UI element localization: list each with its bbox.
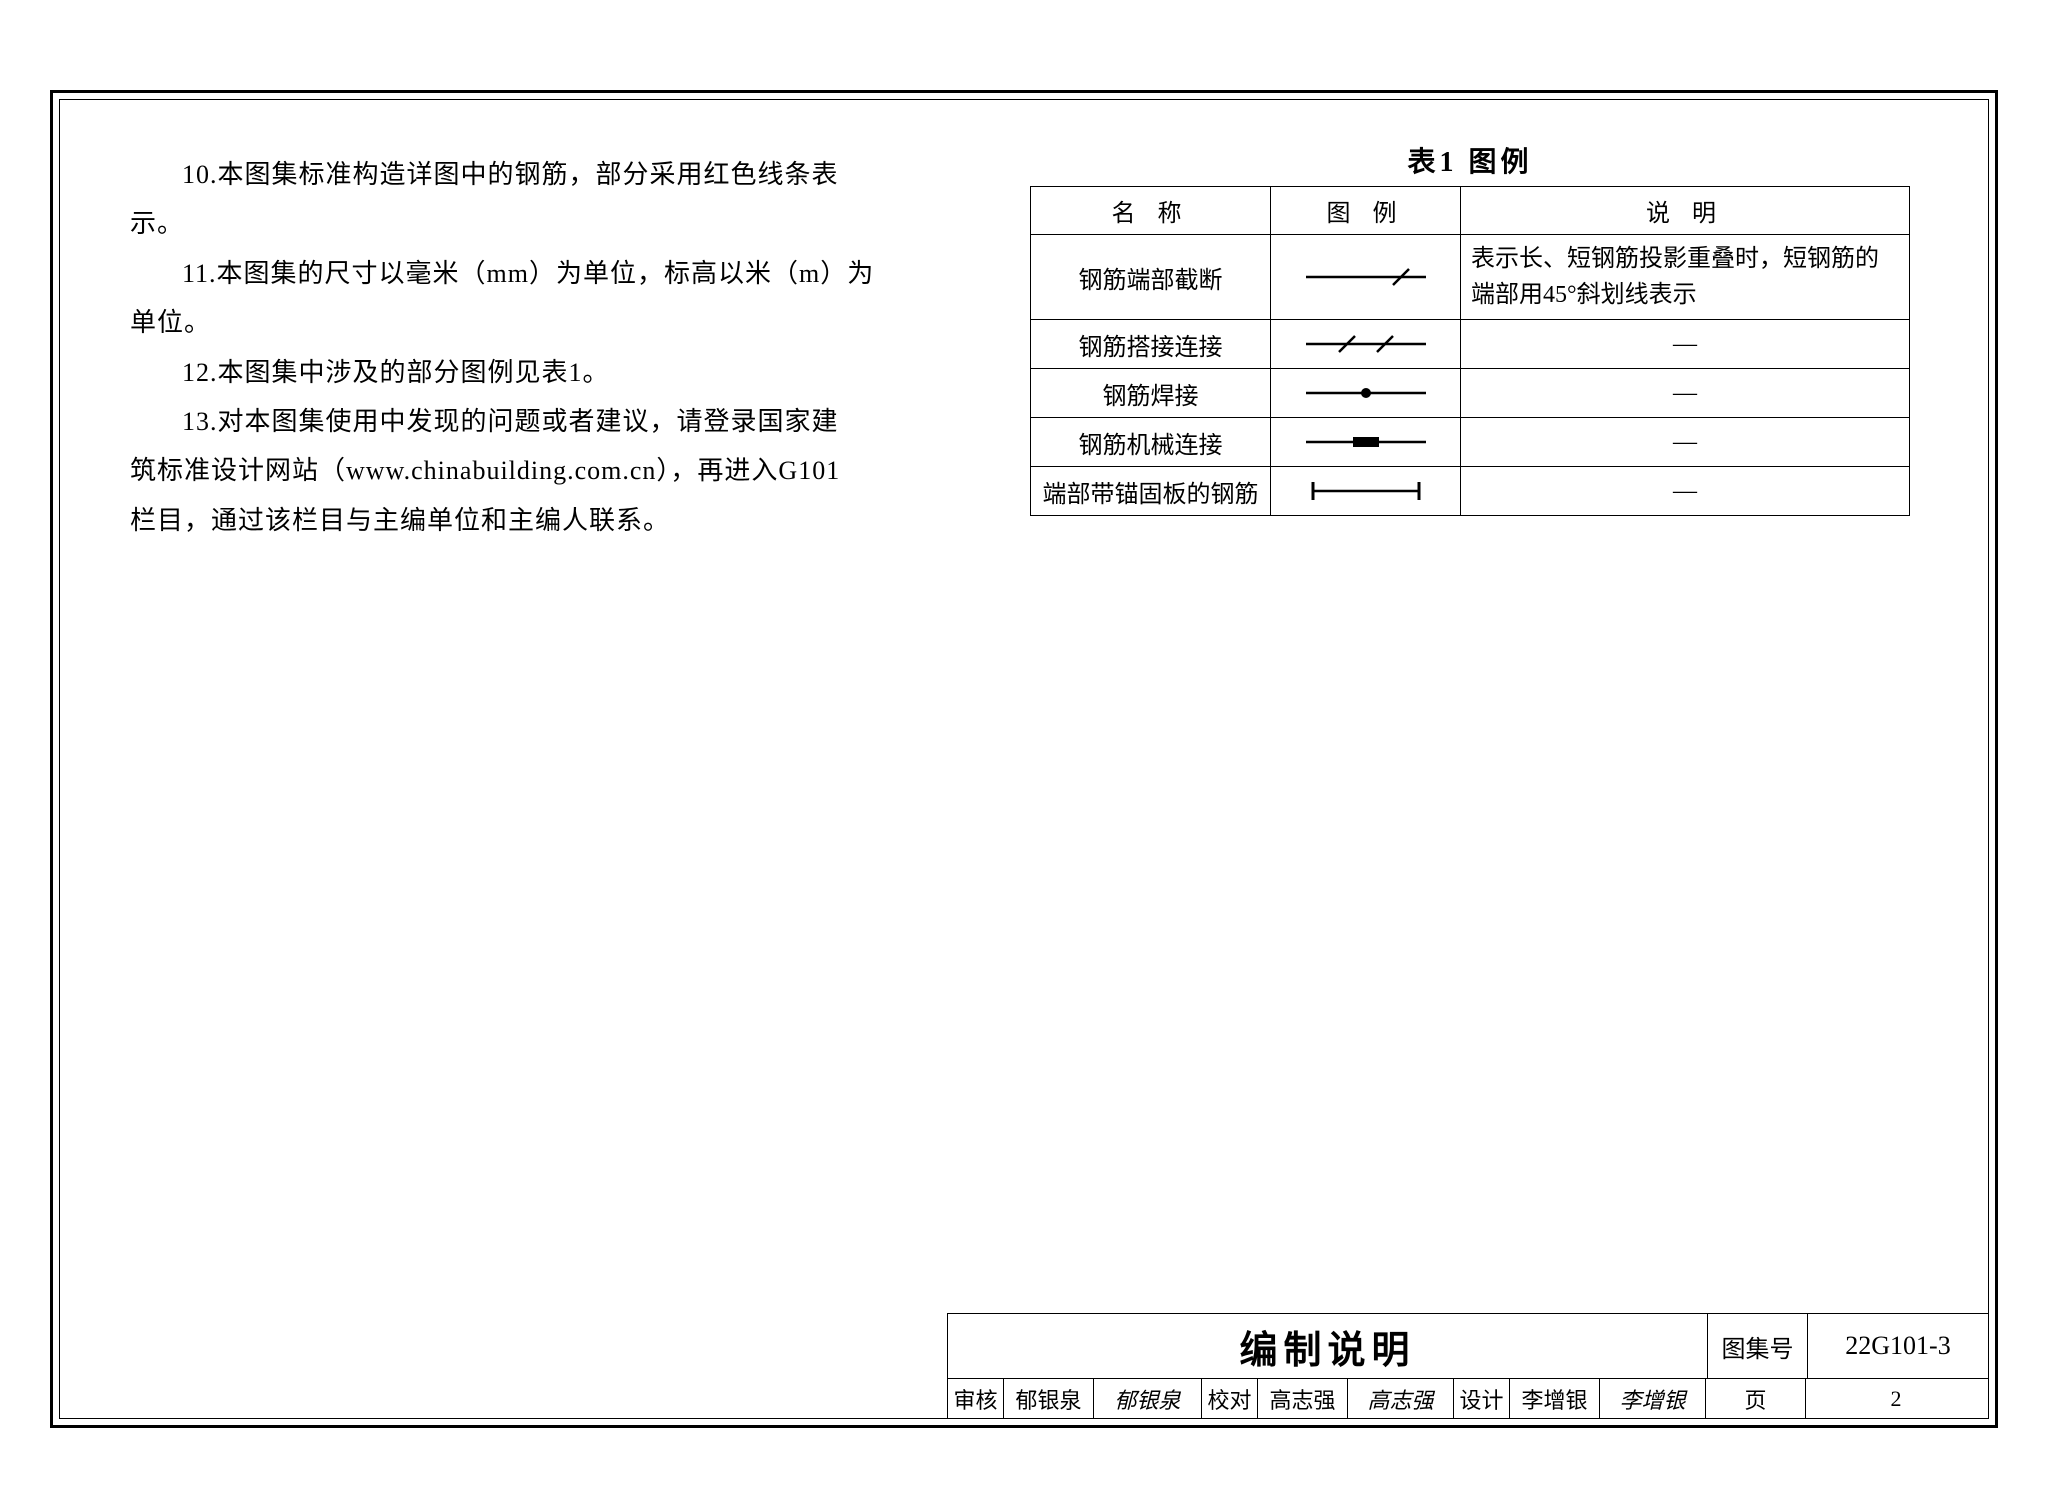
note-10-line1: 10.本图集标准构造详图中的钢筋，部分采用红色线条表	[130, 150, 960, 199]
legend-header-symbol: 图 例	[1271, 187, 1461, 235]
review-label: 审核	[948, 1379, 1004, 1418]
legend-row-desc: —	[1461, 369, 1910, 418]
sheet-title: 编制说明	[948, 1314, 1708, 1378]
note-13-line2: 筑标准设计网站（www.chinabuilding.com.cn），再进入G10…	[130, 446, 960, 495]
legend-row-desc: 表示长、短钢筋投影重叠时，短钢筋的端部用45°斜划线表示	[1461, 235, 1910, 320]
check-label: 校对	[1202, 1379, 1258, 1418]
design-label: 设计	[1454, 1379, 1510, 1418]
legend-row-name: 钢筋端部截断	[1031, 235, 1271, 320]
design-signature: 李增银	[1600, 1379, 1706, 1418]
legend-table: 名 称 图 例 说 明 钢筋端部截断	[1030, 186, 1910, 516]
set-number-value: 22G101-3	[1808, 1314, 1988, 1378]
legend-row-name: 端部带锚固板的钢筋	[1031, 467, 1271, 516]
legend-row-desc: —	[1461, 467, 1910, 516]
legend-caption: 表1 图例	[1030, 140, 1910, 180]
legend-header-desc: 说 明	[1461, 187, 1910, 235]
page-number: 2	[1806, 1379, 1986, 1418]
content-area: 10.本图集标准构造详图中的钢筋，部分采用红色线条表 示。 11.本图集的尺寸以…	[60, 100, 1988, 1418]
legend-symbol-anchor-plate	[1271, 467, 1461, 516]
legend-row-desc: —	[1461, 418, 1910, 467]
note-11-line2: 单位。	[130, 298, 960, 347]
drawing-frame-outer: 10.本图集标准构造详图中的钢筋，部分采用红色线条表 示。 11.本图集的尺寸以…	[50, 90, 1998, 1428]
note-11-line1: 11.本图集的尺寸以毫米（mm）为单位，标高以米（m）为	[130, 249, 960, 298]
design-name: 李增银	[1510, 1379, 1600, 1418]
check-name: 高志强	[1258, 1379, 1348, 1418]
notes-text: 10.本图集标准构造详图中的钢筋，部分采用红色线条表 示。 11.本图集的尺寸以…	[130, 150, 960, 545]
legend-row-name: 钢筋焊接	[1031, 369, 1271, 418]
legend-symbol-weld	[1271, 369, 1461, 418]
legend-row: 钢筋端部截断 表示长、短钢筋投影重叠时，短钢筋的端部用45°斜划线表示	[1031, 235, 1910, 320]
legend-row: 钢筋机械连接 —	[1031, 418, 1910, 467]
legend-symbol-lap	[1271, 320, 1461, 369]
drawing-frame-inner: 10.本图集标准构造详图中的钢筋，部分采用红色线条表 示。 11.本图集的尺寸以…	[59, 99, 1989, 1419]
legend-row: 钢筋搭接连接 —	[1031, 320, 1910, 369]
legend-row-name: 钢筋机械连接	[1031, 418, 1271, 467]
legend-row: 钢筋焊接 —	[1031, 369, 1910, 418]
legend-header-name: 名 称	[1031, 187, 1271, 235]
legend-row: 端部带锚固板的钢筋 —	[1031, 467, 1910, 516]
review-name: 郁银泉	[1004, 1379, 1094, 1418]
review-signature: 郁银泉	[1094, 1379, 1202, 1418]
note-13-line3: 栏目，通过该栏目与主编单位和主编人联系。	[130, 496, 960, 545]
legend-row-name: 钢筋搭接连接	[1031, 320, 1271, 369]
note-13-line1: 13.对本图集使用中发现的问题或者建议，请登录国家建	[130, 397, 960, 446]
legend-row-desc: —	[1461, 320, 1910, 369]
note-10-line2: 示。	[130, 199, 960, 248]
set-number-label: 图集号	[1708, 1314, 1808, 1378]
check-signature: 高志强	[1348, 1379, 1454, 1418]
page-label: 页	[1706, 1379, 1806, 1418]
title-block: 编制说明 图集号 22G101-3 审核 郁银泉 郁银泉 校对 高志强 高志强 …	[947, 1313, 1988, 1418]
legend-symbol-mech	[1271, 418, 1461, 467]
legend-block: 表1 图例 名 称 图 例 说 明 钢筋端部截断	[1030, 140, 1910, 516]
note-12: 12.本图集中涉及的部分图例见表1。	[130, 348, 960, 397]
legend-header-row: 名 称 图 例 说 明	[1031, 187, 1910, 235]
legend-symbol-cut-end	[1271, 235, 1461, 320]
